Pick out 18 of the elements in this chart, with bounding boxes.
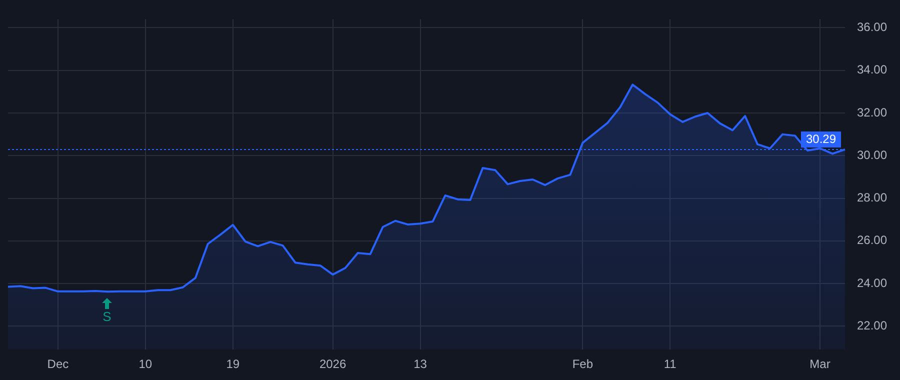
x-tick-label: Dec: [47, 357, 69, 372]
x-tick-label: Feb: [572, 357, 594, 372]
x-tick-label: 2026: [319, 357, 346, 372]
annotation: S: [102, 308, 112, 324]
x-tick-label: 11: [664, 357, 677, 372]
y-tick-label: 28.00: [857, 190, 888, 205]
x-tick-label: 13: [414, 357, 428, 372]
ref-line-label: 30.29: [806, 132, 836, 146]
x-tick-label: 10: [138, 357, 152, 372]
y-tick-label: 36.00: [857, 20, 888, 34]
y-tick-label: 32.00: [857, 105, 888, 120]
x-tick-label: Mar: [810, 357, 830, 372]
x-tick-label: 19: [226, 357, 240, 372]
y-tick-label: 34.00: [857, 62, 888, 77]
y-tick-label: 30.00: [857, 148, 888, 162]
y-tick-label: 22.00: [857, 318, 888, 332]
y-tick-label: 26.00: [857, 233, 888, 248]
y-tick-label: 24.00: [857, 276, 888, 290]
